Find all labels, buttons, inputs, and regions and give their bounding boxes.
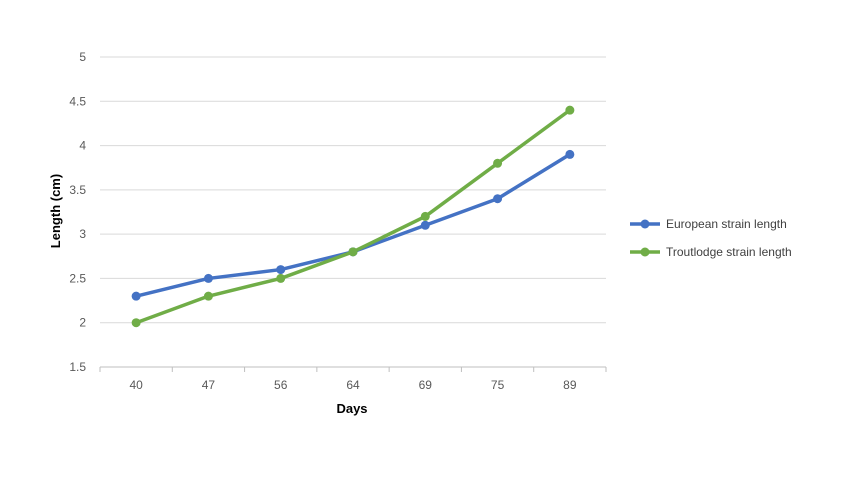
- x-tick-label: 40: [129, 378, 143, 392]
- x-tick-label: 56: [274, 378, 288, 392]
- data-point: [420, 211, 430, 221]
- series-2: [131, 105, 575, 328]
- y-axis-title: Length (cm): [48, 174, 63, 248]
- series-lines: [131, 105, 575, 328]
- legend-point-marker: [640, 247, 650, 257]
- data-point: [203, 291, 213, 301]
- legend-point-marker: [640, 219, 650, 229]
- x-tick-label: 64: [346, 378, 360, 392]
- legend-label: European strain length: [666, 217, 787, 231]
- x-tick-label: 69: [419, 378, 433, 392]
- data-point: [276, 265, 286, 275]
- tick-labels: 1.5 2 2.5 3 3.5 4 4.5 5 40 47 56 64 69 75 89: [69, 50, 577, 392]
- x-tick-label: 75: [491, 378, 505, 392]
- y-tick-label: 2: [79, 316, 86, 330]
- gridlines: [100, 56, 606, 324]
- legend-item: Troutlodge strain length: [630, 245, 792, 259]
- series-line: [134, 152, 572, 298]
- y-tick-label: 5: [79, 50, 86, 64]
- data-point: [203, 273, 213, 283]
- axes: [99, 366, 607, 372]
- legend: European strain length Troutlodge strain …: [630, 217, 792, 259]
- y-tick-label: 3: [79, 227, 86, 241]
- y-tick-label: 1.5: [69, 360, 86, 374]
- x-tick-label: 89: [563, 378, 577, 392]
- series-line: [134, 108, 572, 325]
- data-point: [276, 273, 286, 283]
- legend-label: Troutlodge strain length: [666, 245, 792, 259]
- x-axis-title: Days: [336, 401, 367, 416]
- data-point: [493, 194, 503, 204]
- data-point: [131, 291, 141, 301]
- data-point: [565, 149, 575, 159]
- data-point: [565, 105, 575, 115]
- y-tick-label: 3.5: [69, 183, 86, 197]
- data-point: [420, 220, 430, 230]
- y-tick-label: 2.5: [69, 271, 86, 285]
- data-point: [131, 318, 141, 328]
- legend-item: European strain length: [630, 217, 787, 231]
- data-point: [348, 247, 358, 257]
- y-tick-label: 4.5: [69, 94, 86, 108]
- data-point: [493, 158, 503, 168]
- y-tick-label: 4: [79, 139, 86, 153]
- x-tick-label: 47: [202, 378, 216, 392]
